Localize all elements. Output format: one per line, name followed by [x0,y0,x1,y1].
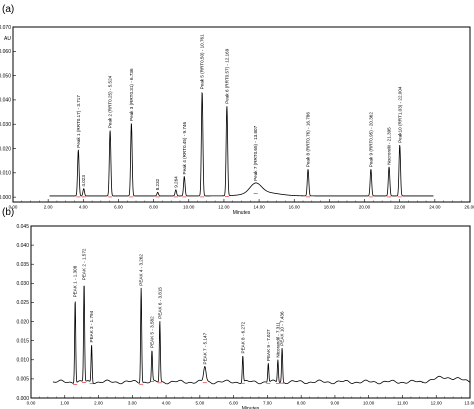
chromatogram-trace [49,91,434,197]
x-tick-label: 22.00 [394,205,406,210]
peak-label: Peak 5 (RRT0.50) - 10.761 [200,34,205,90]
x-tick-label: 14.00 [253,205,265,210]
peak-label: PEAK 1 - 1.308 [73,265,78,297]
peak-label: Nicorandil - 7.311 [275,321,280,357]
x-tick-label: 10.00 [183,205,195,210]
x-axis-label: Minutes [242,406,260,409]
y-tick-label: 0.070 [0,25,11,31]
panel-label: (a) [2,4,14,15]
panel-b: (b) 0.000 0.005 0.010 0.015 0.020 0.025 0.030 0.… [2,207,474,409]
peak-label: PEAK 8 - 6.272 [240,321,245,353]
y-tick-label: 0.020 [0,146,11,152]
x-tick-label: 5.00 [195,401,204,406]
peak-label: Peak 2 (RRT0.25) - 5.524 [108,75,113,128]
peak-label: Peak 9 (RRT0.95) - 20.362 [368,112,373,168]
x-tick-label: 26.00 [464,205,474,210]
y-tick-label: 0.020 [16,319,29,325]
x-tick-label: 12.00 [431,401,443,406]
x-tick-label: 11.00 [397,401,408,406]
y-tick-label: 0.050 [0,73,11,79]
peak-label: PEAK 2 - 1.572 [82,248,87,280]
peak-label: PEAK 4 - 3.262 [139,254,144,286]
chromatogram-trace [52,285,471,385]
y-tick-label: 0.035 [16,262,29,268]
y-tick-label: 0.040 [16,243,29,249]
x-tick-label: 0.00 [27,401,36,406]
y-tick-label: 0.000 [16,396,29,402]
panel-a: (a) AU 0.000 0.010 0.020 0.030 0.040 0.050 0.060… [0,4,474,216]
peak-label: PEAK 3 - 1.794 [89,310,94,342]
y-tick-label: 0.025 [16,300,29,306]
y-tick-label: 0.010 [0,171,11,177]
x-tick-label: 6.00 [229,401,238,406]
peak-label: Peak 3 (RRT0.31) - 6.736 [129,68,134,121]
peak-label: Peak 6 (RRT0.57) - 12.169 [224,48,229,104]
y-tick-label: 0.060 [0,49,11,55]
peak-label: 8.232 [155,178,160,190]
x-tick-label: 24.00 [429,205,441,210]
panel-label: (b) [2,207,14,218]
x-tick-label: 13.00 [464,401,474,406]
x-tick-label: 0.00 [9,205,18,210]
x-tick-label: 8.00 [149,205,158,210]
y-tick-label: 0.040 [0,98,11,104]
x-tick-label: 20.00 [359,205,371,210]
x-tick-label: 2.00 [94,401,103,406]
x-axis-label: Minutes [233,210,251,216]
peak-label: Peak 1 (RRT0.17) - 3.717 [76,95,81,148]
x-tick-label: 16.00 [289,205,301,210]
x-tick-label: 3.00 [128,401,137,406]
y-axis-label: AU [4,36,11,42]
peak-label: PEAK 7 - 5.147 [202,332,207,364]
x-tick-label: 10.00 [363,401,375,406]
y-tick-label: 0.000 [0,195,11,201]
x-tick-label: 6.00 [114,205,123,210]
peak-label: Peak10 (RRT1.03) - 22.004 [397,86,402,143]
peak-label: PEAK 9 - 7.027 [266,329,271,361]
x-tick-label: 2.00 [44,205,53,210]
x-tick-label: 1.00 [60,401,69,406]
y-tick-label: 0.010 [16,358,29,364]
x-tick-label: 12.00 [218,205,230,210]
peak-label: PEAK 5 - 3.582 [150,316,155,348]
y-tick-label: 0.005 [16,377,29,383]
peak-label: Nocrorelii - 21.395 [387,127,392,165]
x-tick-label: 8.00 [297,401,306,406]
peak-label: PEAK 10 - 7.436 [280,311,285,346]
peak-label: Peak 8 (RRT0.76) - 16.786 [306,112,311,168]
x-tick-label: 4.00 [162,401,171,406]
y-tick-label: 0.030 [0,122,11,128]
peak-label: Peak 7 (RRT0.65) - 13.807 [253,125,258,181]
peak-label: PEAK 6 - 3.815 [157,287,162,319]
y-tick-label: 0.030 [16,281,29,287]
x-tick-label: 4.00 [79,205,88,210]
y-tick-label: 0.045 [16,224,29,230]
plot-frame [30,225,471,399]
peak-label: Peak 4 (RRT0.45) - 9.746 [182,122,187,175]
peak-label: 4.023 [81,175,86,187]
y-tick-label: 0.015 [16,338,29,344]
x-tick-label: 18.00 [324,205,336,210]
x-tick-label: 9.00 [331,401,340,406]
x-tick-label: 7.00 [263,401,272,406]
peak-label: 9.264 [173,176,178,188]
